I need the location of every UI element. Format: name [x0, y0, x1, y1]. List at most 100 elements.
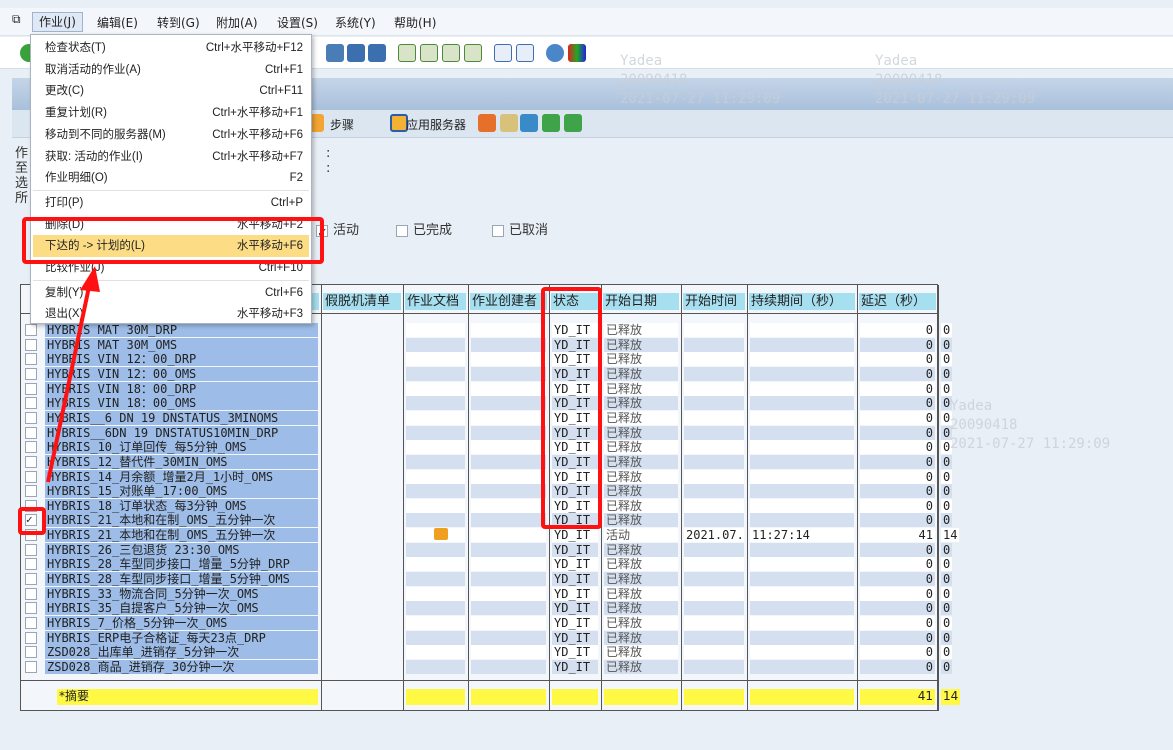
checkbox[interactable] — [492, 224, 504, 237]
menu-item[interactable]: 移动到不同的服务器(M) Ctrl+水平移动+F6 — [33, 124, 309, 146]
spool-cell[interactable] — [406, 352, 465, 367]
spool-cell[interactable] — [406, 484, 465, 499]
menu-item[interactable]: 退出(X) 水平移动+F3 — [33, 303, 309, 325]
spool-cell[interactable] — [406, 410, 465, 425]
table-row[interactable]: HYBRIS_7_价格_5分钟一次_OMS YD_IT 已释放 0 0 — [21, 616, 953, 631]
column-header[interactable]: 假脱机清单 — [323, 293, 401, 310]
spool-cell[interactable] — [406, 396, 465, 411]
last-page-icon[interactable] — [464, 44, 482, 62]
spool-cell[interactable] — [406, 498, 465, 513]
name-cell[interactable]: HYBRIS VIN 18：00_OMS — [45, 396, 318, 411]
spool-cell[interactable] — [406, 630, 465, 645]
spool-cell[interactable] — [406, 425, 465, 440]
previous-page-icon[interactable] — [420, 44, 438, 62]
table-row[interactable]: HYBRIS__6DN 19 DNSTATUS10MIN_DRP YD_IT 已释放… — [21, 425, 953, 441]
table-row[interactable]: HYBRIS_26_三包退货 23:30_OMS YD_IT 已释放 0 0 — [21, 542, 953, 558]
spool-cell[interactable] — [406, 366, 465, 381]
name-cell[interactable]: HYBRIS__6DN 19 DNSTATUS10MIN_DRP — [45, 425, 318, 440]
row-select-checkbox[interactable] — [25, 558, 37, 571]
row-select-checkbox[interactable] — [25, 411, 37, 424]
spool-cell[interactable] — [406, 381, 465, 396]
print-icon[interactable] — [326, 44, 344, 62]
spool-cell[interactable] — [406, 323, 465, 337]
name-cell[interactable]: HYBRIS_33_物流合同_5分钟一次_OMS — [45, 586, 318, 601]
row-select-checkbox[interactable] — [25, 485, 37, 498]
table-row[interactable]: HYBRIS_18_订单状态_每3分钟_OMS YD_IT 已释放 0 0 — [21, 498, 953, 514]
table-row[interactable]: HYBRIS MAT 30M_OMS YD_IT 已释放 0 0 — [21, 337, 953, 353]
row-select-checkbox[interactable] — [25, 631, 37, 644]
steps-button[interactable]: 步骤 — [330, 118, 355, 132]
row-select-checkbox[interactable] — [25, 573, 37, 586]
row-select-checkbox[interactable] — [25, 617, 37, 629]
layout-menu-icon[interactable] — [568, 44, 586, 62]
spool-cell[interactable] — [406, 528, 465, 543]
table-row[interactable]: HYBRIS_12_替代件_30MIN_OMS YD_IT 已释放 0 0 — [21, 454, 953, 470]
find-next-icon[interactable] — [368, 44, 386, 62]
row-select-checkbox[interactable] — [25, 543, 37, 556]
row-select-checkbox[interactable] — [25, 367, 37, 380]
filter-icon[interactable] — [520, 114, 538, 132]
spool-cell[interactable] — [406, 337, 465, 352]
name-cell[interactable]: HYBRIS_28_车型同步接口_增量_5分钟_OMS — [45, 572, 318, 587]
row-select-checkbox[interactable] — [25, 602, 37, 615]
first-page-icon[interactable] — [398, 44, 416, 62]
sort-descending-icon[interactable] — [564, 114, 582, 132]
menu-help[interactable]: 帮助(H) — [394, 16, 437, 30]
menu-extras[interactable]: 附加(A) — [216, 16, 258, 30]
table-row[interactable]: HYBRIS_28_车型同步接口_增量_5分钟_OMS YD_IT 已释放 0 0 — [21, 572, 953, 587]
find-icon[interactable] — [347, 44, 365, 62]
row-select-checkbox[interactable] — [25, 353, 37, 366]
column-header[interactable]: 开始时间 — [683, 293, 745, 310]
spool-cell[interactable] — [406, 454, 465, 469]
table-row[interactable]: ✓ HYBRIS_21_本地和在制_OMS_五分钟一次 YD_IT 已释放 0 0 — [21, 513, 953, 528]
row-select-checkbox[interactable] — [25, 324, 37, 336]
menu-settings[interactable]: 设置(S) — [277, 16, 318, 30]
row-select-checkbox[interactable] — [25, 587, 37, 600]
spool-cell[interactable] — [406, 440, 465, 455]
menu-item[interactable]: 重复计划(R) Ctrl+水平移动+F1 — [33, 102, 309, 124]
table-row[interactable]: HYBRIS VIN 18：00_DRP YD_IT 已释放 0 0 — [21, 381, 953, 397]
spool-cell[interactable] — [406, 469, 465, 484]
table-row[interactable]: ZSD028_出库单_进销存_5分钟一次 YD_IT 已释放 0 0 — [21, 645, 953, 660]
spool-cell[interactable] — [406, 645, 465, 660]
app-server-button[interactable]: 应用服务器 — [406, 118, 467, 132]
row-select-checkbox[interactable] — [25, 455, 37, 468]
name-cell[interactable]: HYBRIS_26_三包退货 23:30_OMS — [45, 542, 318, 557]
menu-system[interactable]: 系统(Y) — [335, 16, 376, 30]
help-icon[interactable] — [546, 44, 564, 62]
table-row[interactable]: HYBRIS_33_物流合同_5分钟一次_OMS YD_IT 已释放 0 0 — [21, 586, 953, 602]
row-select-checkbox[interactable]: ✓ — [25, 514, 37, 527]
spool-cell[interactable] — [406, 542, 465, 557]
table-row[interactable]: HYBRIS_28_车型同步接口_增量_5分钟_DRP YD_IT 已释放 0 0 — [21, 557, 953, 572]
menu-item[interactable]: 打印(P) Ctrl+P — [33, 192, 309, 214]
spool-cell[interactable] — [406, 513, 465, 528]
table-row[interactable]: HYBRIS_21_本地和在制_OMS_五分钟一次 YD_IT 活动 2021.07.… — [21, 528, 960, 543]
spool-list-icon[interactable] — [434, 528, 448, 541]
table-row[interactable]: HYBRIS_35_自提客户_5分钟一次_OMS YD_IT 已释放 0 0 — [21, 601, 953, 616]
name-cell[interactable]: HYBRIS_35_自提客户_5分钟一次_OMS — [45, 601, 318, 616]
menu-item[interactable]: 取消活动的作业(A) Ctrl+F1 — [33, 59, 309, 81]
table-row[interactable]: HYBRIS VIN 12：00_DRP YD_IT 已释放 0 0 — [21, 352, 953, 367]
new-session-icon[interactable] — [494, 44, 512, 62]
column-header[interactable]: 状态 — [551, 293, 599, 310]
menu-item[interactable]: 下达的 -> 计划的(L) 水平移动+F6 — [33, 235, 309, 258]
column-header[interactable]: 作业创建者 — [470, 293, 547, 310]
row-select-checkbox[interactable] — [25, 441, 37, 454]
name-cell[interactable]: HYBRIS_14_月余额_增量2月_1小时_OMS — [45, 469, 318, 484]
name-cell[interactable]: HYBRIS_21_本地和在制_OMS_五分钟一次 — [45, 528, 318, 543]
name-cell[interactable]: HYBRIS VIN 12：00_DRP — [45, 352, 318, 367]
column-header[interactable]: 持续期间（秒） — [749, 293, 855, 310]
name-cell[interactable]: HYBRIS_12_替代件_30MIN_OMS — [45, 454, 318, 469]
menu-item[interactable]: 复制(Y) Ctrl+F6 — [33, 282, 309, 304]
system-menu-icon[interactable]: ⧉ — [12, 12, 21, 26]
table-row[interactable]: ZSD028_商品_进销存_30分钟一次 YD_IT 已释放 0 0 — [21, 659, 953, 675]
menu-edit[interactable]: 编辑(E) — [97, 16, 138, 30]
spool-cell[interactable] — [406, 601, 465, 616]
name-cell[interactable]: HYBRIS_ERP电子合格证_每天23点_DRP — [45, 630, 318, 645]
row-select-checkbox[interactable] — [25, 382, 37, 395]
name-cell[interactable]: HYBRIS_28_车型同步接口_增量_5分钟_DRP — [45, 557, 318, 572]
status-finished-checkbox[interactable]: 已完成 — [396, 219, 452, 238]
row-select-checkbox[interactable] — [25, 646, 37, 659]
spool-cell[interactable] — [406, 557, 465, 572]
choose-layout-icon[interactable] — [478, 114, 496, 132]
